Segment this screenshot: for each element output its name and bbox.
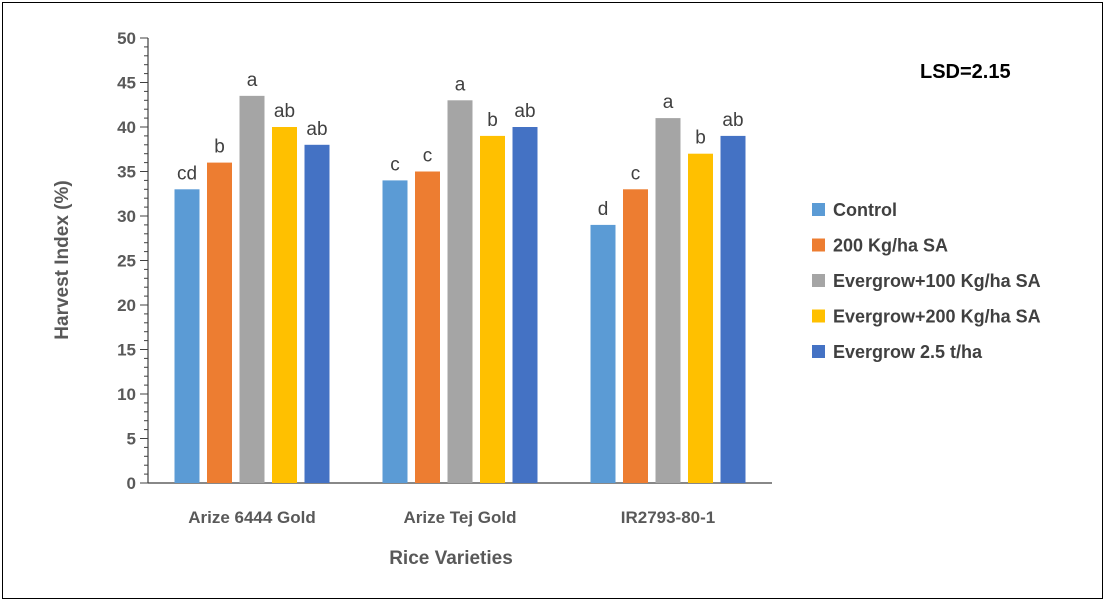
legend-label: Evergrow+100 Kg/ha SA [833, 271, 1041, 291]
legend-swatch [812, 203, 825, 216]
bar [688, 153, 713, 483]
bar-data-label: ab [514, 101, 535, 122]
bar [382, 180, 408, 483]
bar-data-label: a [455, 74, 466, 95]
y-tick-label: 35 [117, 163, 136, 182]
bar-data-label: b [214, 137, 225, 158]
y-tick-label: 40 [117, 118, 136, 137]
y-tick-label: 0 [127, 474, 136, 493]
bar-data-label: b [695, 128, 706, 149]
bar-data-label: cd [177, 163, 197, 184]
bar [480, 135, 505, 483]
bar-data-label: c [390, 154, 400, 175]
legend-label: Control [833, 200, 897, 220]
legend-label: 200 Kg/ha SA [833, 236, 948, 256]
y-tick-label: 50 [117, 29, 136, 48]
bars [174, 95, 746, 484]
legend-swatch [812, 309, 825, 323]
legend-swatch [812, 238, 825, 252]
bar-data-label: ab [274, 101, 295, 122]
bar-data-label: ab [306, 119, 327, 140]
x-category-label: Arize Tej Gold [403, 508, 516, 527]
y-tick-label: 30 [117, 207, 136, 226]
bar [272, 127, 297, 483]
bar-data-label: b [487, 110, 498, 131]
bar [655, 118, 681, 483]
y-axis-title: Harvest Index (%) [52, 180, 73, 339]
y-tick-label: 25 [117, 252, 136, 271]
bar [447, 100, 473, 484]
legend-label: Evergrow 2.5 t/ha [833, 342, 983, 362]
bar [512, 127, 538, 483]
legend-swatch [812, 345, 825, 358]
bar-data-label: c [631, 163, 641, 184]
x-category-label: Arize 6444 Gold [188, 508, 316, 527]
legend-swatch [812, 274, 825, 287]
y-tick-label: 45 [117, 74, 136, 93]
y-axis-ticks: 0 5 10 15 20 25 30 35 40 45 50 [117, 29, 136, 493]
y-tick-label: 5 [127, 430, 136, 449]
y-tick-label: 15 [117, 341, 136, 360]
bar-data-label: a [663, 92, 674, 113]
bar [239, 95, 265, 483]
bar [174, 189, 200, 484]
bar [590, 224, 616, 483]
bar-data-label: a [247, 70, 258, 91]
x-category-label: IR2793-80-1 [621, 508, 716, 527]
bar [304, 144, 330, 484]
bar [720, 135, 746, 483]
lsd-annotation: LSD=2.15 [920, 61, 1011, 83]
y-tick-label: 20 [117, 296, 136, 315]
x-axis-title: Rice Varieties [389, 548, 513, 569]
legend: Control 200 Kg/ha SA Evergrow+100 Kg/ha SA… [812, 200, 1041, 362]
legend-label: Evergrow+200 Kg/ha SA [833, 307, 1041, 327]
bar-data-label: c [423, 146, 433, 167]
bar-data-label: d [598, 199, 609, 220]
bar-data-label: ab [722, 110, 743, 131]
bar [415, 171, 440, 483]
bar [623, 189, 648, 484]
bar [207, 162, 232, 483]
x-axis-categories: Arize 6444 Gold Arize Tej Gold IR2793-80-1 [188, 508, 715, 527]
y-tick-label: 10 [117, 385, 136, 404]
